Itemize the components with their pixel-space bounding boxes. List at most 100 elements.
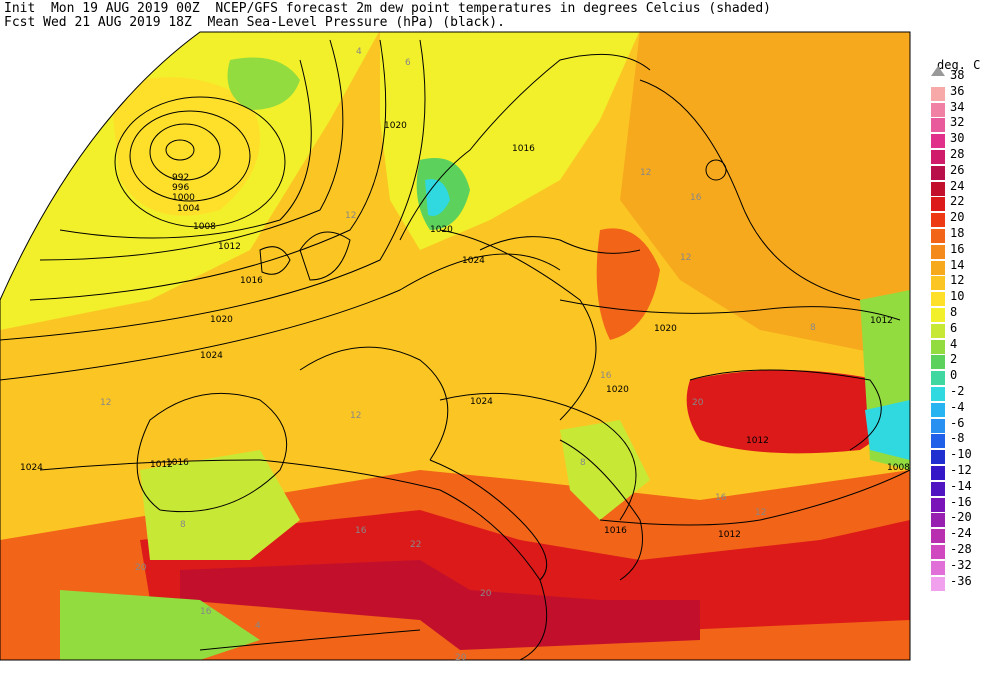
colorbar-label: -4 bbox=[950, 399, 965, 414]
colorbar-swatch bbox=[931, 355, 945, 370]
colorbar-swatch bbox=[931, 402, 945, 417]
isobar-label: 1012 bbox=[218, 242, 241, 252]
sahara-green bbox=[60, 590, 260, 660]
header-line2: Fcst Wed 21 AUG 2019 18Z Mean Sea-Level … bbox=[4, 15, 505, 30]
colorbar-swatch bbox=[931, 513, 945, 528]
colorbar-label: -12 bbox=[950, 463, 972, 477]
colorbar-label: -14 bbox=[950, 478, 972, 493]
dewpoint-label: 12 bbox=[640, 168, 651, 178]
colorbar-swatch bbox=[931, 529, 945, 544]
dewpoint-label: 8 bbox=[580, 458, 586, 468]
isobar-label: 1012 bbox=[718, 530, 741, 540]
colorbar-swatch bbox=[931, 434, 945, 449]
isobar-1000 bbox=[129, 110, 251, 202]
colorbar-label: -6 bbox=[950, 415, 965, 430]
header-line1: Init Mon 19 AUG 2019 00Z NCEP/GFS foreca… bbox=[4, 1, 772, 16]
colorbar-label: -16 bbox=[950, 494, 972, 509]
iceland-green bbox=[227, 57, 300, 110]
isobar-label: 1008 bbox=[193, 222, 216, 232]
colorbar-label: -36 bbox=[950, 573, 972, 588]
dewpoint-label: 8 bbox=[810, 323, 816, 333]
colorbar-label: 36 bbox=[950, 83, 965, 98]
colorbar-label: 26 bbox=[950, 162, 965, 177]
colorbar-swatch bbox=[931, 323, 945, 338]
dewpoint-label: 20 bbox=[480, 589, 492, 599]
colorbar-label: 24 bbox=[950, 178, 965, 193]
isobar-label: 1016 bbox=[240, 276, 263, 286]
med-red bbox=[140, 510, 910, 640]
colorbar-swatch bbox=[931, 181, 945, 196]
colorbar-label: -28 bbox=[950, 542, 972, 556]
dewpoint-label: 12 bbox=[680, 253, 691, 263]
colorbar-label: 14 bbox=[950, 257, 965, 272]
dewpoint-label: 20 bbox=[692, 398, 704, 408]
isobar-996 bbox=[149, 123, 221, 181]
dewpoint-label: 4 bbox=[255, 621, 261, 631]
colorbar-label: 0 bbox=[950, 368, 958, 383]
dewpoint-label: 16 bbox=[715, 493, 727, 503]
map-boundary bbox=[0, 31, 911, 661]
colorbar-swatch bbox=[931, 466, 945, 480]
isobar-label: 996 bbox=[172, 183, 189, 193]
colorbar-label: -24 bbox=[950, 526, 972, 541]
isobar-label: 1024 bbox=[470, 397, 493, 407]
colorbar-label: 10 bbox=[950, 289, 965, 304]
colorbar-label: -8 bbox=[950, 431, 965, 446]
colorbar-label: 18 bbox=[950, 226, 965, 240]
med-darkred bbox=[180, 560, 700, 650]
colorbar-swatch bbox=[931, 134, 945, 149]
colorbar-swatch bbox=[931, 450, 945, 465]
dewpoint-label: 12 bbox=[755, 508, 766, 518]
isobar-label: 1024 bbox=[200, 351, 223, 361]
dewpoint-label: 4 bbox=[356, 47, 362, 57]
coastlines bbox=[136, 53, 882, 581]
isobar-label: 1016 bbox=[604, 526, 627, 536]
colorbar-label: 2 bbox=[950, 352, 958, 367]
isobar-label: 1020 bbox=[210, 315, 233, 325]
isobar-label: 1024 bbox=[462, 256, 485, 266]
isobar-label: 1024 bbox=[20, 463, 43, 473]
colorbar-swatch bbox=[931, 276, 945, 291]
isobar-1012 bbox=[39, 39, 344, 261]
colorbar-label: 4 bbox=[950, 336, 958, 351]
colorbar-label: 30 bbox=[950, 131, 965, 146]
colorbar-label: 38 bbox=[950, 68, 965, 82]
colorbar-swatch bbox=[931, 497, 945, 512]
isobar-label: 1012 bbox=[150, 460, 173, 470]
dewpoint-label-group: 4 6 12 16 12 12 8 12 16 20 20 16 12 8 4 … bbox=[100, 47, 816, 663]
isobar-1004 bbox=[114, 96, 286, 228]
isobar-label: 1020 bbox=[430, 225, 453, 235]
colorbar-swatch bbox=[931, 308, 945, 322]
iberia-green bbox=[140, 450, 300, 560]
colorbar-swatch bbox=[931, 418, 945, 433]
colorbar-label: 22 bbox=[950, 194, 965, 209]
dewpoint-label: 20 bbox=[135, 563, 147, 573]
colorbar-swatch bbox=[931, 102, 945, 117]
isobar-label: 1016 bbox=[166, 458, 189, 468]
russia-orange bbox=[596, 228, 660, 340]
isobar-label: 1004 bbox=[177, 204, 200, 214]
colorbar-arrow bbox=[931, 66, 945, 76]
isobar-label: 1012 bbox=[746, 436, 769, 446]
colorbar-swatch bbox=[931, 260, 945, 275]
dewpoint-label: 8 bbox=[180, 520, 186, 530]
isobar-label: 992 bbox=[172, 173, 189, 183]
isobar-label: 1016 bbox=[512, 144, 535, 154]
colorbar-swatch bbox=[931, 560, 945, 575]
isobar-992 bbox=[165, 139, 195, 161]
isobar-label: 1020 bbox=[606, 385, 629, 395]
colorbar-label: 16 bbox=[950, 241, 965, 256]
colorbar-swatch bbox=[931, 118, 945, 133]
colorbar-label: 6 bbox=[950, 320, 958, 335]
isobar-1016 bbox=[29, 39, 387, 301]
colorbar-swatch bbox=[931, 339, 945, 354]
caspian-cyan bbox=[865, 400, 910, 460]
dewpoint-label: 12 bbox=[350, 411, 361, 421]
dewpoint-label: 6 bbox=[405, 58, 411, 68]
colorbar-title: deg. C bbox=[937, 58, 981, 72]
colorbar-swatch bbox=[931, 213, 945, 228]
dewpoint-label: 20 bbox=[455, 653, 467, 663]
colorbar-swatch bbox=[931, 545, 945, 559]
isobar-label-group: 992 996 1000 1004 1008 1012 1016 1020 10… bbox=[20, 121, 910, 540]
colorbar-label: 8 bbox=[950, 305, 958, 319]
